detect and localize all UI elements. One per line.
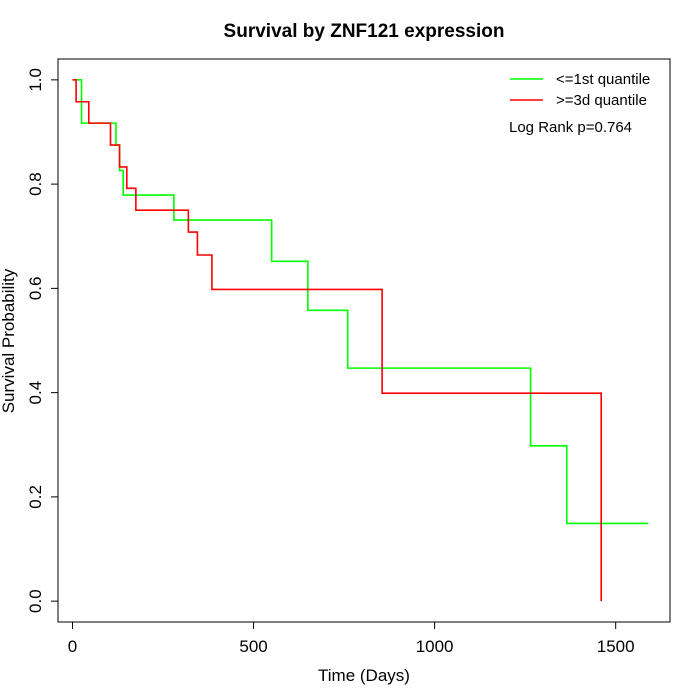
legend-label: <=1st quantile xyxy=(556,71,650,88)
plot-frame xyxy=(57,58,671,623)
series-lines xyxy=(72,79,649,602)
y-axis: 0.0 0.2 0.4 0.6 0.8 1.0 xyxy=(26,68,58,613)
series-line-2 xyxy=(72,79,602,602)
y-tick-label: 0.0 xyxy=(26,589,45,613)
y-tick-label: 1.0 xyxy=(26,68,45,92)
y-tick-label: 0.6 xyxy=(26,277,45,301)
legend-label: >=3d quantile xyxy=(556,92,647,109)
x-tick-label: 500 xyxy=(239,637,267,656)
y-tick-label: 0.8 xyxy=(26,172,45,196)
x-axis-label: Time (Days) xyxy=(318,666,410,685)
x-tick-label: 0 xyxy=(68,637,77,656)
y-tick-label: 0.4 xyxy=(26,381,45,405)
y-tick-label: 0.2 xyxy=(26,485,45,509)
x-axis: 0 500 1000 1500 xyxy=(68,622,635,656)
series-line-1 xyxy=(72,79,649,525)
y-axis-label: Survival Probability xyxy=(0,268,18,413)
legend: <=1st quantile >=3d quantile xyxy=(510,71,650,109)
x-tick-label: 1500 xyxy=(597,637,635,656)
log-rank-annotation: Log Rank p=0.764 xyxy=(509,119,632,136)
chart-title: Survival by ZNF121 expression xyxy=(224,21,505,42)
x-tick-label: 1000 xyxy=(416,637,454,656)
